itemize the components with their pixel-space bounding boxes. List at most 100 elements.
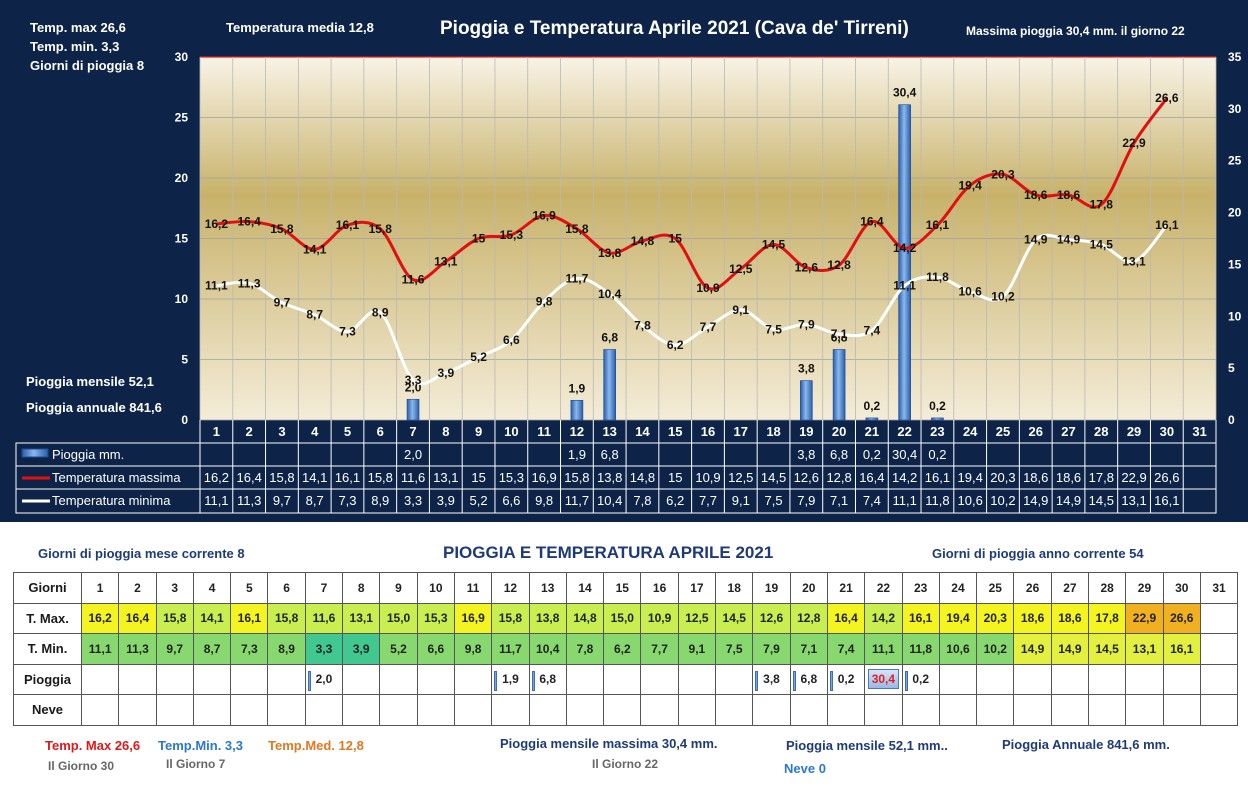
rain-bar [570,399,584,421]
legend-table-cell: 19,4 [958,470,983,485]
footer-temp-med: Temp.Med. 12,8 [268,738,364,753]
rain-cell: 3,8 [752,663,791,695]
rain-cell [230,663,269,695]
rain-bar [865,417,879,421]
tmax-cell: 16,9 [453,602,493,634]
rain-bar [832,349,846,421]
tmin-label: 3,3 [405,373,422,387]
y-left-tick: 25 [175,111,189,125]
tmax-cell: 12,8 [789,602,828,634]
tmin-cell: 10,6 [938,633,978,665]
y-right-tick: 0 [1228,413,1235,427]
tmax-label: 14,8 [631,234,655,248]
legend-table-cell: 10,4 [597,493,622,508]
legend-table-cell: 7,4 [863,493,881,508]
snow-cell [342,694,381,726]
tmin-cell: 8,7 [192,633,232,665]
tmin-cell: 13,1 [1125,633,1164,665]
tmax-label: 18,6 [1024,188,1048,202]
days-cell: 6 [267,572,306,604]
snow-row-label: Neve [13,694,82,726]
tmin-cell: 11,3 [118,633,157,665]
snow-cell [976,694,1015,726]
legend-table-cell: 16,1 [335,470,360,485]
snow-cell [565,694,605,726]
tmax-cell: 16,4 [826,602,866,634]
tmin-label: 7,3 [339,325,356,339]
rain-cell [155,663,194,695]
monthly-rain-summary: Pioggia mensile 52,1 [26,374,154,389]
x-tick-label: 3 [278,424,285,439]
tmax-cell: 16,1 [230,602,269,634]
days-cell: 10 [416,572,455,604]
snow-cell [192,694,232,726]
legend-table-cell: 6,6 [502,493,520,508]
tmax-cell: 26,6 [1162,602,1201,634]
x-tick-label: 9 [475,424,482,439]
y-right-tick: 5 [1228,361,1235,375]
y-right-tick: 10 [1228,309,1242,323]
x-tick-label: 11 [537,424,551,439]
temp-media-summary: Temperatura media 12,8 [226,20,374,35]
tmax-label: 20,3 [991,167,1015,181]
rain-cell [118,663,157,695]
tmax-cell: 13,1 [342,602,381,634]
tmin-label: 11,8 [926,270,949,284]
tmax-cell: 15,8 [267,602,306,634]
legend-label: Pioggia mm. [52,447,124,462]
tmin-label: 7,8 [634,319,651,333]
tmax-cell: 20,3 [976,602,1015,634]
tmax-cell: 16,4 [118,602,157,634]
days-cell: 19 [752,572,791,604]
rain-cell: 0,2 [826,663,866,695]
days-cell: 30 [1162,572,1201,604]
legend-table-cell: 11,3 [237,493,261,508]
rain-bar [898,104,911,421]
snow-cell [1125,694,1164,726]
snow-cell [80,694,120,726]
tmin-cell: 7,8 [565,633,605,665]
legend-table-cell: 17,8 [1089,470,1114,485]
max-rain-summary: Massima pioggia 30,4 mm. il giorno 22 [966,24,1185,38]
legend-table-cell: 7,3 [338,493,356,508]
rain-cell [603,663,642,695]
tmax-label: 14,5 [762,238,786,252]
temp-max-summary: Temp. max 26,6 [30,20,126,35]
days-cell: 25 [976,572,1015,604]
rain-bar-label: 6,8 [601,330,618,344]
legend-table-cell: 18,6 [1023,470,1048,485]
legend-table-cell: 30,4 [892,447,917,462]
footer-temp-max: Temp. Max 26,6 [45,738,141,753]
rain-mini-bar [792,670,796,691]
legend-table-cell: 11,6 [401,470,425,485]
legend-table-cell: 16,4 [237,470,262,485]
tmin-label: 9,7 [274,296,291,310]
legend-table-cell: 7,5 [765,493,783,508]
tmax-cell: 14,8 [565,602,605,634]
legend-table-cell: 15,8 [564,470,589,485]
tmin-label: 7,4 [864,323,881,337]
legend-table-cell: 11,7 [565,493,589,508]
x-tick-label: 26 [1029,424,1043,439]
tmin-cell [1199,633,1239,665]
tmax-label: 16,1 [336,218,360,232]
footer-temp-max-day: Il Giorno 30 [48,759,115,773]
tmin-label: 6,6 [503,333,520,347]
rain-cell [677,663,717,695]
days-row-label: Giorni [13,572,82,604]
rain-bar [800,380,813,421]
legend-table-cell: 6,2 [666,493,684,508]
snow-cell [789,694,828,726]
snow-cell [677,694,717,726]
tmin-label: 10,6 [959,285,983,299]
rain-cell [938,663,978,695]
rain-cell: 1,9 [491,663,530,695]
tmax-label: 16,2 [205,217,229,231]
tmax-cell: 18,6 [1050,602,1090,634]
footer-temp-min-day: Il Giorno 7 [166,757,226,771]
days-cell: 15 [603,572,642,604]
legend-table-cell: 15,8 [368,470,393,485]
tmin-label: 7,5 [765,322,782,336]
tmin-label: 3,9 [437,366,454,380]
tmin-cell: 7,7 [640,633,679,665]
